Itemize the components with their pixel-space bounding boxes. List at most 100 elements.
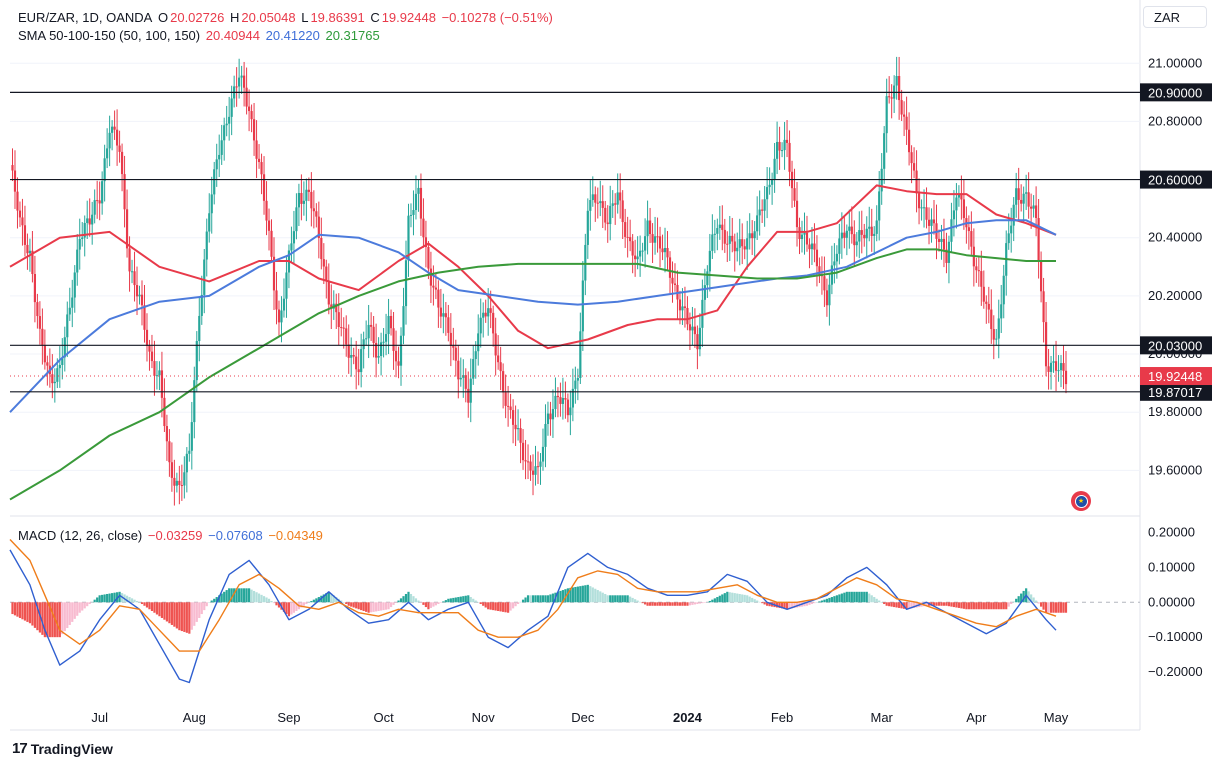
macd-histogram-bar	[1057, 602, 1060, 613]
candle-body	[165, 426, 169, 442]
macd-histogram-bar	[140, 602, 144, 605]
candle-body	[905, 116, 908, 130]
macd-histogram-bar	[81, 602, 84, 611]
candle-body	[238, 77, 241, 87]
candle-body	[579, 331, 582, 379]
macd-histogram-bar	[1049, 602, 1053, 613]
candle-body	[683, 306, 687, 308]
macd-histogram-bar	[818, 601, 821, 603]
macd-histogram-bar	[170, 602, 173, 625]
candle-body	[688, 324, 692, 331]
candle-body	[995, 338, 998, 340]
currency-button[interactable]: ZAR	[1143, 6, 1207, 28]
candle-body	[452, 345, 455, 348]
macd-histogram-bar	[464, 595, 467, 603]
candle-body	[394, 350, 398, 362]
candle-body	[46, 362, 49, 366]
macd-histogram-bar	[621, 595, 624, 603]
tradingview-logo[interactable]: 17 TradingView	[12, 740, 113, 757]
macd-histogram-bar	[820, 600, 824, 603]
eu-flag-icon[interactable]: ★	[1071, 491, 1091, 511]
macd-histogram-bar	[267, 598, 271, 603]
candle-body	[407, 215, 410, 261]
candle-body	[766, 187, 769, 200]
macd-histogram-bar	[300, 602, 303, 608]
candle-body	[464, 375, 467, 389]
macd-histogram-bar	[379, 602, 383, 611]
candle-body	[511, 410, 515, 425]
candle-body	[195, 341, 198, 381]
macd-histogram-bar	[813, 602, 816, 604]
macd-histogram-bar	[982, 602, 985, 610]
candle-body	[459, 377, 462, 380]
macd-histogram-bar	[1062, 602, 1065, 613]
macd-histogram-bar	[589, 586, 592, 603]
macd-histogram-bar	[756, 600, 759, 603]
sma-legend: SMA 50-100-150 (50, 100, 150) 20.40944 2…	[18, 28, 382, 43]
macd-histogram-bar	[233, 588, 236, 603]
macd-histogram-bar	[417, 600, 420, 603]
candle-body	[367, 324, 370, 339]
candle-body	[1020, 199, 1023, 204]
candle-body	[21, 217, 24, 226]
candle-body	[340, 327, 343, 329]
macd-histogram-bar	[631, 597, 634, 603]
candle-body	[746, 238, 749, 250]
macd-histogram-bar	[614, 595, 617, 603]
macd-histogram-bar	[937, 602, 941, 606]
candle-body	[591, 194, 594, 201]
candle-body	[890, 97, 893, 99]
candle-body	[272, 256, 276, 291]
candle-body	[61, 357, 64, 365]
candle-body	[1037, 218, 1040, 262]
sma100-value: 20.41220	[265, 28, 320, 43]
candle-body	[115, 129, 119, 146]
candle-body	[183, 472, 186, 486]
candle-body	[170, 462, 173, 478]
macd-histogram-bar	[404, 593, 408, 603]
candle-body	[494, 333, 497, 356]
macd-histogram-bar	[424, 602, 428, 608]
candle-body	[997, 318, 1000, 339]
macd-histogram-bar	[1020, 593, 1023, 603]
macd-histogram-bar	[559, 590, 562, 603]
macd-histogram-bar	[145, 602, 149, 608]
macd-histogram-bar	[198, 602, 201, 618]
macd-histogram-bar	[731, 592, 734, 603]
candle-body	[915, 170, 918, 194]
macd-histogram-bar	[845, 591, 848, 603]
macd-histogram-bar	[11, 602, 14, 615]
candle-body	[185, 453, 188, 473]
candle-body	[581, 280, 584, 332]
macd-histogram-bar	[56, 602, 59, 638]
candle-body	[985, 301, 988, 304]
candle-body	[315, 211, 318, 217]
candle-body	[447, 317, 450, 333]
macd-histogram-bar	[830, 597, 833, 603]
macd-histogram-bar	[549, 594, 552, 603]
macd-histogram-bar	[454, 597, 457, 603]
macd-histogram-bar	[850, 591, 853, 603]
price-tick-label: 19.80000	[1148, 404, 1202, 419]
candle-body	[81, 237, 84, 240]
macd-histogram-bar	[247, 588, 251, 603]
macd-histogram-bar	[519, 601, 522, 603]
candle-body	[780, 150, 784, 152]
macd-histogram-bar	[810, 602, 814, 605]
candle-body	[952, 210, 956, 220]
price-tick-label: 19.60000	[1148, 462, 1202, 477]
macd-histogram-bar	[452, 597, 455, 603]
macd-histogram-bar	[377, 602, 380, 611]
macd-histogram-bar	[763, 602, 766, 605]
candle-body	[990, 309, 993, 330]
macd-histogram-bar	[68, 602, 71, 625]
candle-body	[509, 406, 512, 411]
macd-histogram-bar	[748, 596, 751, 603]
candle-body	[668, 257, 672, 278]
candle-body	[903, 114, 906, 117]
macd-histogram-bar	[73, 602, 76, 619]
macd-histogram-bar	[883, 602, 886, 605]
candle-body	[71, 297, 74, 308]
